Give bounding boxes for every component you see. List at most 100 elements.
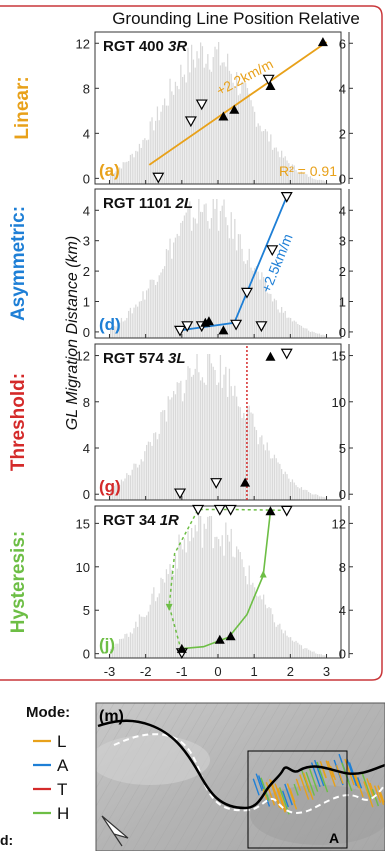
- histogram-bar: [254, 267, 256, 338]
- gl-segment: [377, 785, 385, 803]
- histogram-bar: [126, 317, 128, 338]
- histogram-bar: [322, 180, 324, 184]
- filled-triangle-point: [218, 111, 229, 121]
- histogram-bars: [110, 516, 326, 658]
- histogram-bar: [194, 368, 196, 500]
- r2-label: R² = 0.91: [279, 163, 337, 179]
- histogram-bar: [131, 469, 133, 500]
- histogram-bar: [225, 366, 227, 500]
- side-label-linear: Linear:: [12, 76, 33, 139]
- histogram-bar: [300, 645, 303, 658]
- filled-triangle-point: [203, 316, 214, 326]
- histogram-bar: [234, 218, 236, 338]
- histogram-bar: [147, 139, 150, 184]
- histogram-bar: [140, 300, 142, 338]
- histogram-bar: [137, 151, 139, 184]
- histogram-bar: [241, 81, 243, 184]
- histogram-bar: [162, 579, 164, 658]
- histogram-bar: [189, 72, 191, 184]
- histogram-bar: [119, 485, 121, 500]
- gl-segment: [378, 791, 385, 806]
- histogram-bar: [277, 462, 279, 500]
- histogram-bar: [304, 328, 306, 338]
- panel-letter: (g): [99, 477, 121, 496]
- filled-triangle-point: [240, 477, 251, 487]
- histogram-bar: [230, 73, 232, 184]
- y-tick-label-right: 8: [339, 560, 346, 575]
- legend-label-A: A: [57, 756, 69, 775]
- histogram-bar: [273, 298, 276, 338]
- histogram-bar: [173, 575, 175, 658]
- y-tick-label-right: 10: [332, 395, 346, 410]
- histogram-bar: [131, 153, 133, 184]
- histogram-bar: [138, 301, 141, 338]
- histogram-bar: [232, 395, 234, 500]
- histogram-bar: [275, 626, 277, 658]
- histogram-bar: [156, 281, 159, 338]
- histogram-bars: [110, 354, 326, 500]
- histogram-bar: [264, 129, 267, 184]
- histogram-bar: [281, 150, 283, 184]
- histogram-bar: [288, 637, 290, 658]
- histogram-bar: [309, 493, 312, 500]
- y-tick-label-right: 0: [339, 171, 346, 186]
- histogram-bar: [153, 433, 155, 500]
- y-tick-label-left: 15: [76, 516, 90, 531]
- histogram-bar: [122, 638, 124, 658]
- histogram-bar: [264, 450, 267, 500]
- histogram-bar: [126, 633, 128, 658]
- histogram-bar: [237, 234, 240, 338]
- histogram-bar: [281, 469, 283, 500]
- y-tick-label-right: 6: [339, 36, 346, 51]
- histogram-bar: [216, 199, 218, 338]
- histogram-bar: [315, 494, 317, 500]
- histogram-bar: [317, 180, 319, 184]
- histogram-bar: [169, 78, 171, 184]
- figure-header: Grounding Line Position Relative: [112, 9, 360, 28]
- histogram-bar: [155, 601, 157, 658]
- map-dashed-line: [113, 733, 385, 814]
- y-tick-label-left: 5: [83, 603, 90, 618]
- map-inset-label: A: [329, 830, 339, 846]
- histogram-bar: [252, 413, 254, 500]
- histogram-bar: [198, 199, 200, 338]
- histogram-bar: [120, 168, 123, 184]
- histogram-bar: [153, 279, 155, 338]
- histogram-bar: [277, 151, 279, 184]
- histogram-bar: [241, 559, 243, 658]
- histogram-bar: [286, 474, 288, 500]
- histogram-bar: [216, 49, 218, 185]
- histogram-bar: [311, 494, 313, 500]
- histogram-bar: [129, 154, 132, 184]
- open-triangle-point: [255, 321, 268, 333]
- map-panel: A (m): [95, 702, 385, 851]
- histogram-bar: [209, 354, 211, 500]
- histogram-bar: [185, 212, 187, 338]
- histogram-bar: [286, 160, 288, 184]
- gl-segment: [361, 772, 372, 800]
- histogram-bar: [210, 218, 213, 338]
- histogram-bar: [324, 335, 326, 338]
- histogram-bar: [110, 173, 112, 184]
- histogram-bar: [183, 393, 186, 500]
- histogram-bar: [245, 263, 247, 338]
- histogram-bar: [142, 461, 144, 500]
- histogram-bar: [228, 368, 231, 500]
- histogram-bars: [110, 199, 326, 338]
- y-tick-label-left: 8: [83, 395, 90, 410]
- histogram-bar: [324, 655, 326, 658]
- histogram-bar: [126, 161, 128, 184]
- histogram-bar: [117, 322, 119, 338]
- filled-triangle-point: [218, 325, 229, 335]
- histogram-bar: [128, 161, 130, 184]
- histogram-bar: [228, 541, 231, 658]
- histogram-bar: [257, 271, 259, 338]
- histogram-bar: [223, 555, 225, 658]
- histogram-bar: [218, 382, 220, 500]
- histogram-bar: [284, 310, 286, 338]
- histogram-bar: [263, 131, 265, 184]
- histogram-bar: [113, 172, 115, 184]
- histogram-bar: [236, 546, 238, 658]
- histogram-bar: [266, 131, 268, 184]
